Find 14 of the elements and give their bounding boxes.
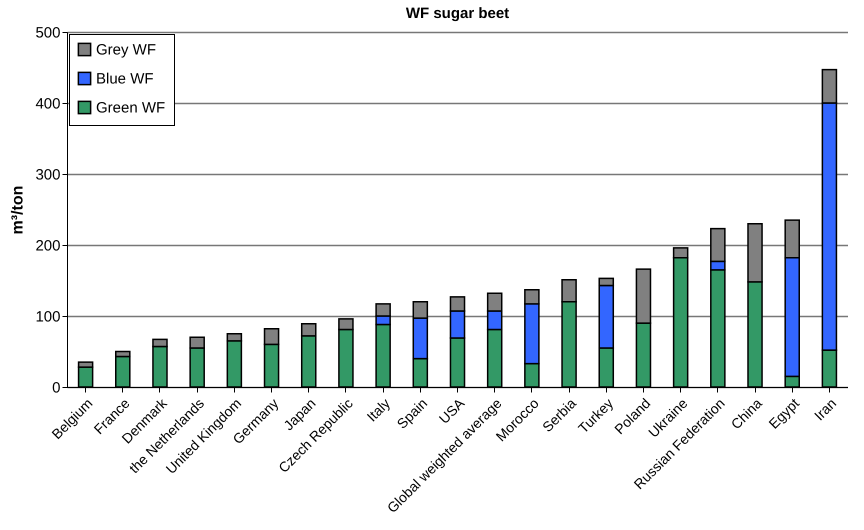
x-tick-label: Italy [364,395,394,425]
legend-label: Blue WF [96,70,154,88]
y-tick-label: 100 [35,308,60,326]
legend-label: Green WF [96,100,166,116]
y-tick-label: 500 [35,24,60,42]
y-axis-title: m³/ton [9,186,26,234]
y-tick-label: 200 [35,238,60,254]
y-tick-label: 400 [35,96,60,112]
x-tick-label: Iran [810,395,840,424]
y-tick-label: 300 [35,166,60,184]
chart-title: WF sugar beet [406,5,510,22]
x-tick-label: USA [436,394,468,427]
legend-label: Grey WF [96,42,156,58]
y-tick-label: 0 [52,380,60,396]
